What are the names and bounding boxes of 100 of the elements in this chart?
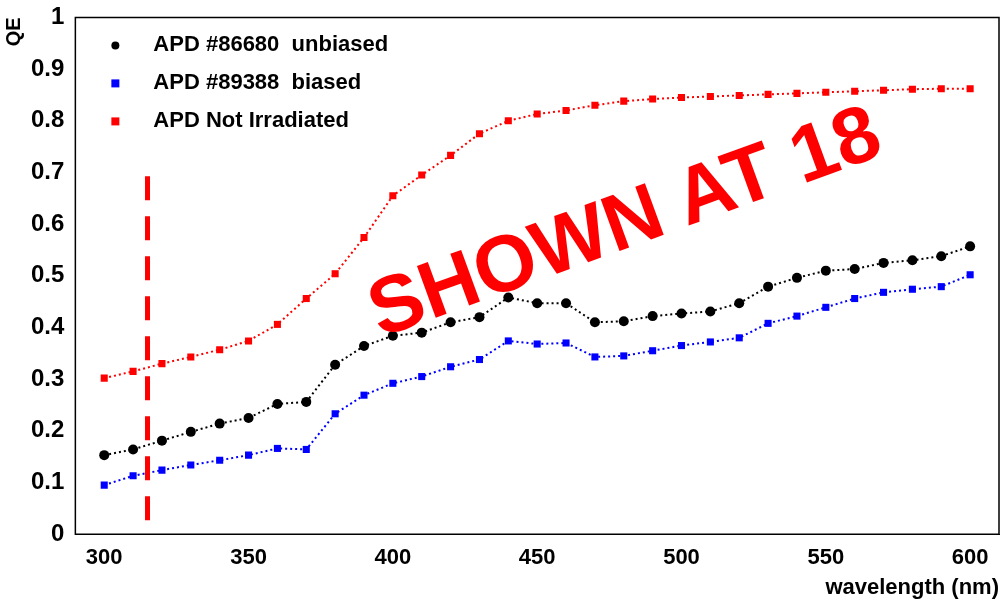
point — [849, 264, 860, 275]
point — [272, 398, 283, 409]
legend-label: APD #89388 biased — [153, 69, 362, 95]
point — [100, 374, 108, 382]
point — [301, 396, 312, 407]
point — [734, 298, 745, 309]
point — [360, 234, 368, 242]
point — [936, 251, 947, 262]
point — [822, 303, 830, 311]
point — [475, 130, 483, 138]
point — [475, 355, 483, 364]
point — [706, 92, 714, 101]
y-tick-label: 0.1 — [30, 467, 65, 495]
point — [245, 337, 253, 345]
point — [764, 90, 772, 98]
y-tick-label: 0.2 — [30, 415, 65, 443]
point — [216, 346, 224, 354]
x-tick-label: 450 — [518, 544, 556, 570]
x-tick-label: 400 — [374, 544, 412, 570]
point — [937, 85, 945, 93]
x-tick-label: 550 — [807, 544, 845, 570]
point — [447, 151, 455, 159]
y-tick-label: 0.9 — [30, 53, 65, 81]
point — [302, 295, 310, 303]
point — [360, 391, 368, 399]
point — [533, 110, 541, 118]
point — [649, 347, 657, 355]
point — [273, 444, 281, 452]
y-tick-label: 0.7 — [30, 157, 65, 185]
point — [418, 171, 426, 179]
point — [591, 353, 599, 361]
point — [820, 265, 831, 276]
point — [331, 410, 339, 418]
point — [966, 85, 974, 93]
point — [907, 255, 918, 266]
x-tick-label: 300 — [85, 544, 123, 570]
y-tick-label: 0.5 — [30, 260, 65, 288]
y-tick-label: 0.3 — [30, 363, 65, 391]
point — [793, 89, 801, 97]
point — [128, 444, 139, 455]
y-axis-title: QE — [1, 17, 24, 47]
point — [418, 373, 426, 381]
point — [214, 418, 225, 429]
point — [908, 285, 916, 293]
point — [735, 91, 743, 99]
point — [245, 451, 253, 459]
point — [851, 87, 859, 95]
point — [966, 271, 974, 279]
point — [99, 450, 110, 461]
point — [851, 295, 859, 303]
point — [937, 283, 945, 291]
point — [880, 288, 888, 296]
point — [649, 95, 657, 103]
y-tick-label: 1 — [51, 2, 65, 30]
point — [187, 461, 195, 469]
point — [216, 456, 224, 464]
y-tick-label: 0 — [51, 518, 65, 546]
point — [129, 472, 137, 480]
point — [791, 272, 802, 283]
point — [302, 445, 310, 453]
point — [965, 241, 976, 252]
point — [504, 337, 512, 345]
point — [562, 106, 570, 114]
point — [129, 367, 137, 375]
point — [705, 306, 716, 317]
point — [591, 101, 599, 109]
point — [763, 281, 774, 292]
legend-label: APD #86680 unbiased — [153, 31, 389, 57]
point — [706, 338, 714, 346]
x-tick-label: 600 — [951, 544, 989, 570]
point — [156, 435, 167, 446]
point — [677, 93, 686, 102]
point — [359, 341, 369, 352]
point — [735, 334, 743, 342]
x-tick-label: 350 — [230, 544, 267, 570]
point — [822, 88, 830, 96]
legend-label: APD Not Irradiated — [153, 107, 349, 133]
point — [533, 340, 541, 348]
point — [620, 352, 628, 360]
point — [389, 379, 397, 387]
point — [793, 312, 801, 320]
y-tick-label: 0.4 — [30, 312, 65, 340]
point — [243, 412, 254, 423]
point — [620, 97, 628, 105]
point — [100, 481, 108, 489]
point — [187, 353, 195, 361]
point — [331, 270, 339, 278]
point — [330, 359, 341, 370]
y-tick-label: 0.8 — [30, 105, 65, 133]
point — [447, 363, 455, 371]
point — [764, 319, 772, 327]
x-axis-title: wavelength (nm) — [824, 573, 999, 599]
point — [185, 426, 196, 437]
x-tick-label: 500 — [663, 544, 700, 570]
y-tick-label: 0.6 — [30, 208, 65, 236]
point — [562, 339, 570, 347]
point — [158, 466, 166, 474]
point — [504, 117, 512, 125]
point — [676, 308, 687, 319]
point — [880, 86, 888, 94]
